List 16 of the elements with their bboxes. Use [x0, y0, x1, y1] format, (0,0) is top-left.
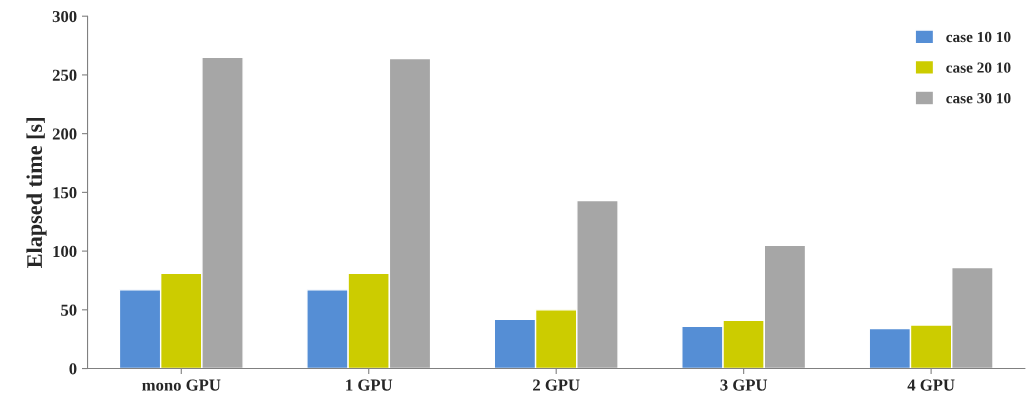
y-tick-label: 150 — [53, 187, 77, 199]
y-axis-title: Elapsed time [s] — [26, 118, 47, 268]
y-tick-label: 250 — [52, 69, 77, 81]
x-tick-label: mono GPU — [142, 379, 221, 391]
x-tick-label: 3 GPU — [720, 379, 768, 391]
x-tick-label: 1 GPU — [346, 379, 393, 391]
y-tick-label: 200 — [52, 128, 77, 140]
x-tick-label: 2 GPU — [533, 379, 580, 391]
y-tick-label: 300 — [52, 10, 77, 23]
y-tick-label: 100 — [53, 245, 77, 258]
y-tick-label: 0 — [69, 363, 77, 375]
legend-label: case 10 10 — [946, 31, 1011, 43]
x-tick-label: 4 GPU — [907, 379, 955, 391]
legend-label: case 20 10 — [946, 62, 1011, 73]
legend-label: case 30 10 — [946, 93, 1011, 104]
y-tick-label: 50 — [61, 304, 77, 316]
